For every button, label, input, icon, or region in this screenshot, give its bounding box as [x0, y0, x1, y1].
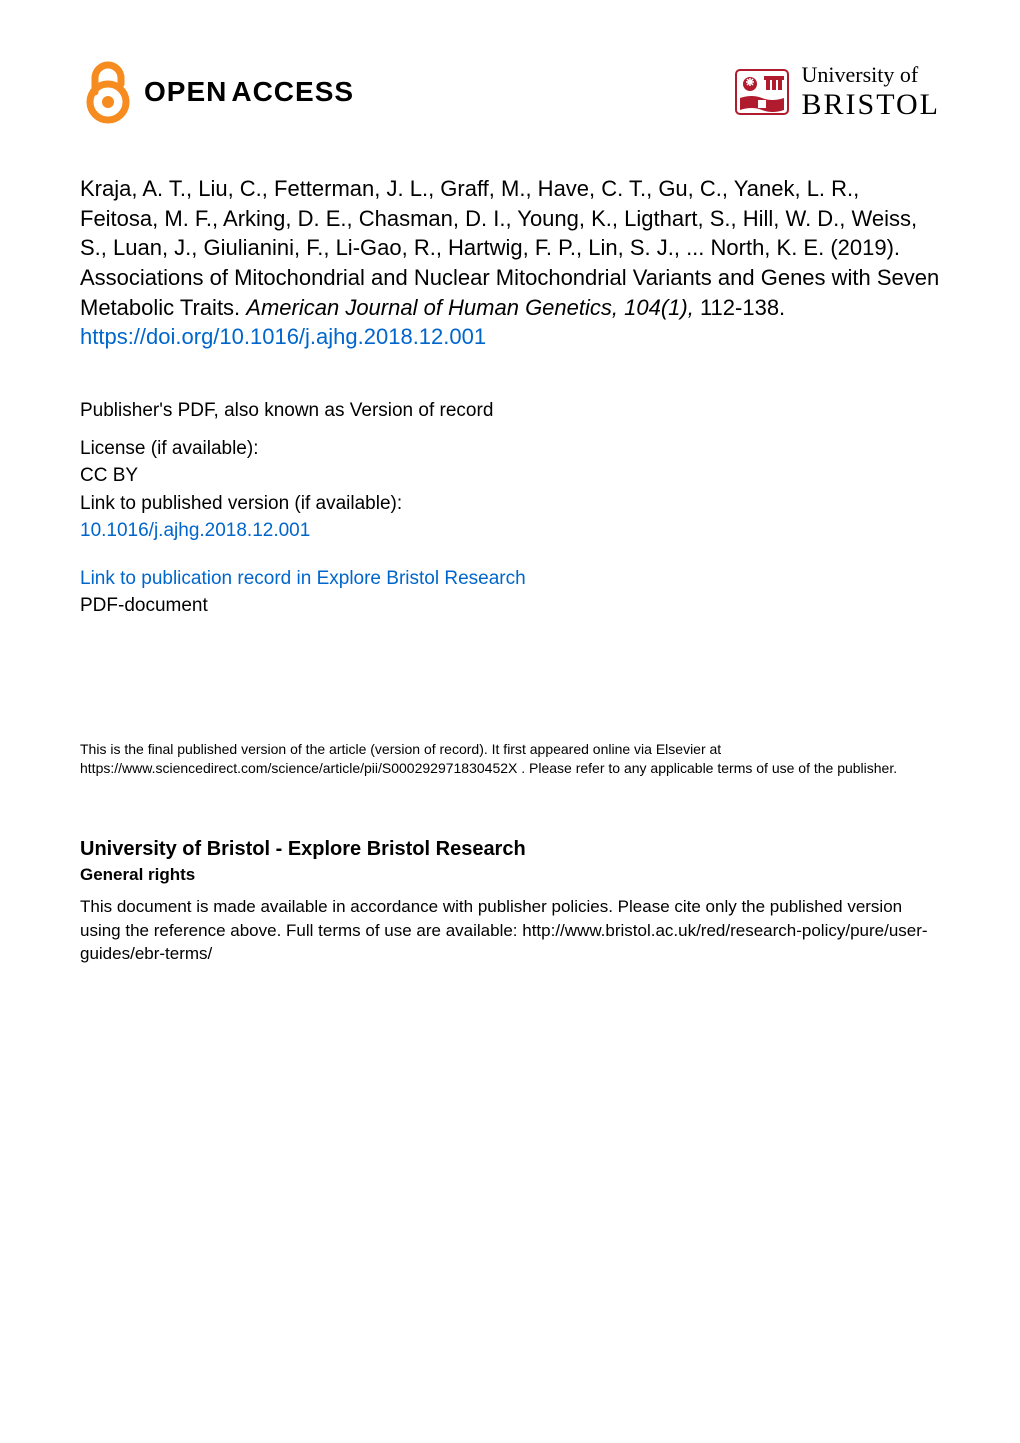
citation-volume: , 104(1),: [612, 295, 700, 320]
university-bristol-logo: University of BRISTOL: [732, 63, 940, 120]
bristol-text-wrap: University of BRISTOL: [802, 63, 940, 120]
rights-subheading: General rights: [80, 865, 940, 885]
citation-pages: 112-138.: [700, 295, 785, 320]
link-version-value[interactable]: 10.1016/j.ajhg.2018.12.001: [80, 520, 310, 541]
version-label: Publisher's PDF, also known as Version o…: [80, 397, 940, 425]
citation-journal: American Journal of Human Genetics: [246, 295, 612, 320]
doc-type: PDF-document: [80, 592, 940, 620]
link-record-label[interactable]: Link to publication record in Explore Br…: [80, 568, 526, 589]
metadata-block: Publisher's PDF, also known as Version o…: [80, 397, 940, 620]
disclaimer-text: This is the final published version of t…: [80, 740, 940, 778]
header-logo-row: OPEN ACCESS University of BRISTOL: [80, 60, 940, 124]
rights-section: University of Bristol - Explore Bristol …: [80, 838, 940, 966]
rights-heading: University of Bristol - Explore Bristol …: [80, 838, 940, 861]
open-access-label-right: ACCESS: [231, 76, 354, 108]
open-access-icon: [80, 60, 136, 124]
license-label: License (if available):: [80, 435, 940, 463]
bristol-line1: University of: [802, 63, 940, 87]
license-value: CC BY: [80, 462, 940, 490]
link-version-label: Link to published version (if available)…: [80, 490, 940, 518]
bristol-line2: BRISTOL: [802, 88, 940, 121]
citation-authors: Kraja, A. T., Liu, C., Fetterman, J. L.,…: [80, 176, 917, 260]
open-access-logo: OPEN ACCESS: [80, 60, 354, 124]
bristol-crest-icon: [732, 64, 792, 120]
rights-body: This document is made available in accor…: [80, 895, 940, 966]
open-access-label-left: OPEN: [144, 76, 227, 108]
citation-doi-link[interactable]: https://doi.org/10.1016/j.ajhg.2018.12.0…: [80, 324, 486, 349]
citation-block: Kraja, A. T., Liu, C., Fetterman, J. L.,…: [80, 174, 940, 352]
